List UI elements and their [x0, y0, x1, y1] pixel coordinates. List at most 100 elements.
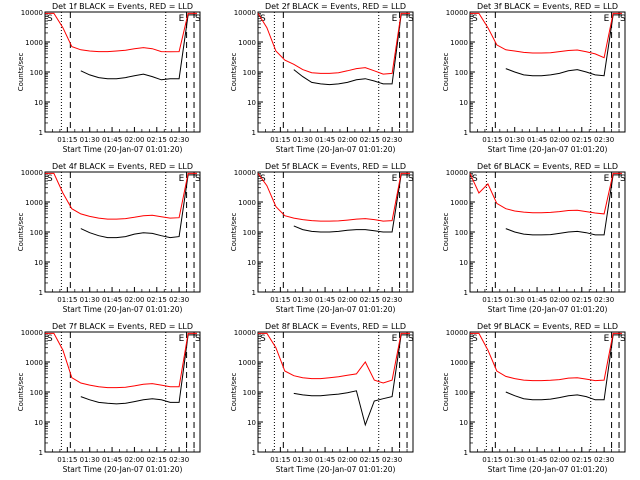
series-line-events [505, 14, 622, 77]
chart-panel-2: Det 2f BLACK = Events, RED = LLD 1 10 100 10… [230, 2, 414, 154]
x-tick-label: 01:15 [270, 456, 290, 464]
series-line-lld [45, 332, 197, 389]
x-tick-label: 01:15 [270, 296, 290, 304]
chart-title: Det 6f BLACK = Events, RED = LLD [477, 162, 618, 171]
start-marker-label: S [47, 334, 53, 344]
series-line-lld [469, 172, 622, 215]
series-line-lld [470, 332, 622, 382]
y-tick-label: 10000 [21, 329, 43, 337]
y-tick-label: 1 [252, 289, 256, 297]
y-tick-label: 1000 [25, 359, 43, 367]
x-tick-label: 02:00 [549, 296, 569, 304]
x-tick-label: 01:30 [293, 136, 313, 144]
x-tick-label: 01:30 [505, 456, 525, 464]
y-tick-label: 10 [459, 99, 468, 107]
y-tick-label: 1000 [238, 359, 256, 367]
x-tick-label: 02:00 [124, 456, 144, 464]
x-tick-label: 01:30 [80, 456, 100, 464]
chart-title: Det 8f BLACK = Events, RED = LLD [265, 322, 406, 331]
y-tick-label: 100 [243, 69, 256, 77]
x-axis-label: Start Time (20-Jan-07 01:01:20) [63, 305, 183, 314]
y-tick-label: 10 [247, 419, 256, 427]
end-marker-label: E [604, 14, 610, 24]
plot-frame [469, 331, 626, 453]
y-axis-label: Counts/sec [17, 373, 25, 412]
x-tick-label: 02:15 [572, 296, 592, 304]
y-tick-label: 100 [243, 389, 256, 397]
plot-frame [44, 171, 201, 293]
y-tick-label: 10000 [21, 9, 43, 17]
x-axis-label: Start Time (20-Jan-07 01:01:20) [63, 145, 183, 154]
start-marker-label-2: S [195, 334, 201, 344]
plot-frame [469, 171, 626, 293]
chart-title: Det 1f BLACK = Events, RED = LLD [52, 2, 193, 11]
chart-title: Det 7f BLACK = Events, RED = LLD [52, 322, 193, 331]
y-tick-label: 10 [34, 99, 43, 107]
chart-panel-6: Det 6f BLACK = Events, RED = LLD 1 10 100 10… [442, 162, 626, 314]
series-line-events [80, 14, 197, 81]
start-marker-label-2: S [620, 14, 626, 24]
y-tick-label: 100 [30, 389, 43, 397]
start-marker-label: S [472, 174, 478, 184]
y-tick-label: 10 [459, 419, 468, 427]
chart-title: Det 3f BLACK = Events, RED = LLD [477, 2, 618, 11]
end-marker-label: E [179, 14, 185, 24]
x-axis-label: Start Time (20-Jan-07 01:01:20) [276, 145, 396, 154]
plot-frame [257, 11, 414, 133]
start-marker-label-2: S [408, 174, 414, 184]
x-tick-label: 02:15 [360, 296, 380, 304]
x-axis-label: Start Time (20-Jan-07 01:01:20) [276, 305, 396, 314]
x-tick-label: 01:45 [102, 296, 122, 304]
x-tick-label: 02:15 [147, 136, 167, 144]
end-marker-label: E [179, 334, 185, 344]
series-line-lld [470, 12, 622, 59]
x-tick-label: 02:30 [594, 136, 614, 144]
plot-frame [44, 11, 201, 133]
series-line-events [80, 334, 197, 405]
chart-panel-4: Det 4f BLACK = Events, RED = LLD 1 10 100 10… [17, 162, 201, 314]
chart-panel-1: Det 1f BLACK = Events, RED = LLD 1 10 100 10… [17, 2, 201, 154]
y-tick-label: 10000 [234, 329, 256, 337]
x-tick-label: 01:30 [80, 296, 100, 304]
x-tick-label: 02:30 [169, 296, 189, 304]
start-marker-label: S [47, 14, 53, 24]
x-tick-label: 01:15 [57, 296, 77, 304]
y-tick-label: 1 [252, 449, 256, 457]
end-marker-label: E [179, 174, 185, 184]
x-axis-label: Start Time (20-Jan-07 01:01:20) [488, 145, 608, 154]
y-tick-label: 10 [459, 259, 468, 267]
end-marker-label: E [392, 174, 398, 184]
x-tick-label: 01:45 [315, 456, 335, 464]
end-marker-label: E [604, 334, 610, 344]
y-axis-label: Counts/sec [17, 213, 25, 252]
y-tick-label: 10000 [234, 169, 256, 177]
x-tick-label: 02:00 [124, 296, 144, 304]
end-marker-label: E [392, 334, 398, 344]
x-tick-label: 01:15 [270, 136, 290, 144]
series-line-events [293, 174, 410, 233]
x-tick-label: 01:15 [57, 136, 77, 144]
x-tick-label: 02:00 [337, 456, 357, 464]
y-tick-label: 1000 [450, 199, 468, 207]
y-tick-label: 1000 [25, 39, 43, 47]
y-tick-label: 100 [243, 229, 256, 237]
x-tick-label: 02:00 [337, 136, 357, 144]
x-tick-label: 02:15 [572, 136, 592, 144]
x-tick-label: 01:30 [293, 456, 313, 464]
series-line-events [505, 174, 622, 236]
x-tick-label: 01:30 [505, 296, 525, 304]
y-tick-label: 10 [247, 99, 256, 107]
x-tick-label: 01:45 [102, 456, 122, 464]
x-tick-label: 01:30 [293, 296, 313, 304]
start-marker-label-2: S [195, 174, 201, 184]
x-tick-label: 02:30 [594, 456, 614, 464]
start-marker-label: S [472, 334, 478, 344]
x-tick-label: 01:30 [80, 136, 100, 144]
y-tick-label: 100 [455, 229, 468, 237]
chart-panel-5: Det 5f BLACK = Events, RED = LLD 1 10 100 10… [230, 162, 414, 314]
y-tick-label: 100 [455, 69, 468, 77]
plot-frame [44, 331, 201, 453]
x-axis-label: Start Time (20-Jan-07 01:01:20) [488, 305, 608, 314]
x-axis-label: Start Time (20-Jan-07 01:01:20) [63, 465, 183, 474]
